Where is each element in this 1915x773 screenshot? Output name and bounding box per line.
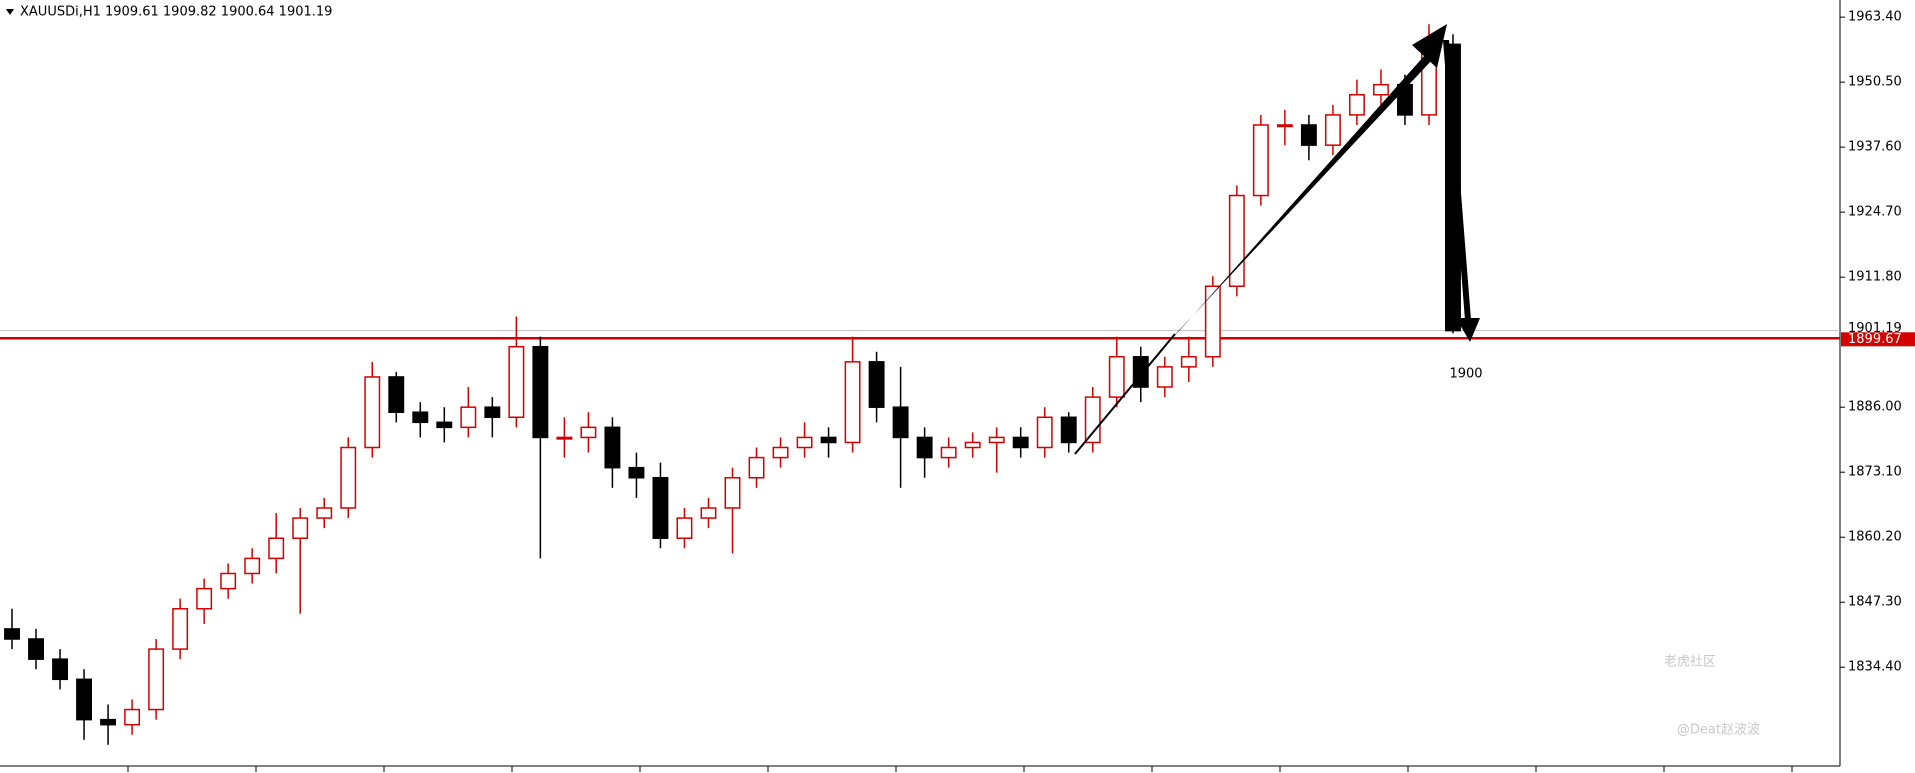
down-arrowhead — [1456, 318, 1480, 342]
candle-body — [580, 426, 597, 439]
candle-body — [172, 608, 189, 650]
candle-body — [820, 436, 837, 444]
candle-body — [964, 441, 981, 449]
candle-body — [148, 648, 165, 711]
candle-body — [772, 446, 789, 459]
watermark: 老虎社区 — [1664, 654, 1716, 670]
candle-body — [1252, 124, 1269, 197]
y-tick-label: 1924.70 — [1848, 205, 1902, 220]
candle-body — [292, 517, 309, 539]
candle-body — [892, 406, 909, 439]
candle-body — [1156, 366, 1173, 388]
y-tick-label: 1873.10 — [1848, 465, 1902, 480]
trend-line — [1074, 333, 1176, 455]
candle-body — [1108, 356, 1125, 398]
y-tick-label: 1937.60 — [1848, 140, 1902, 155]
menu-icon[interactable] — [6, 9, 14, 15]
candle-body — [340, 446, 357, 509]
level-box — [1841, 332, 1915, 347]
candle-body — [988, 436, 1005, 444]
candle-body — [484, 406, 501, 419]
level-label: 1899.67 — [1848, 332, 1902, 347]
candle-body — [868, 361, 885, 408]
last-price-box — [1841, 322, 1915, 335]
author: @Deat赵波波 — [1677, 723, 1760, 738]
up-arrowhead — [1412, 24, 1447, 68]
candle-body — [316, 507, 333, 519]
candle-body — [1348, 93, 1365, 116]
candle-body — [436, 421, 453, 429]
candle-body — [268, 537, 285, 560]
candle-body — [1012, 436, 1029, 449]
candle-body — [844, 361, 861, 444]
candle-body — [196, 587, 213, 610]
y-tick-label: 1963.40 — [1848, 10, 1902, 25]
candle-body — [220, 572, 237, 590]
candle-body — [676, 517, 693, 539]
candle-body — [412, 411, 429, 424]
candle-body — [52, 658, 68, 681]
candle-body — [748, 456, 765, 479]
plot: 1963.40 1950.50 1937.60 1924.70 1911.80 1886.… — [0, 10, 1915, 772]
y-tick-label: 1847.30 — [1848, 595, 1902, 610]
candle-body — [796, 436, 813, 449]
candle-body — [460, 406, 477, 429]
annotation: 1900 — [1449, 367, 1482, 382]
candle-body — [364, 376, 381, 449]
candle-body — [604, 426, 621, 469]
candle-body — [4, 628, 20, 640]
candle-body — [1180, 356, 1197, 368]
candle-body — [724, 476, 741, 509]
candle-body — [916, 436, 933, 459]
candle-body — [100, 718, 117, 726]
candle-body — [556, 436, 573, 440]
candle-body — [1276, 124, 1293, 128]
candle-body — [1204, 285, 1221, 358]
candle-body — [1036, 416, 1053, 449]
candle-body — [700, 507, 717, 519]
candle-body — [1060, 416, 1077, 444]
candle-body — [532, 345, 549, 439]
candle-body — [124, 708, 141, 726]
candle-body — [1324, 114, 1341, 146]
symbol-info: XAUUSDi,H1 1909.61 1909.82 1900.64 1901.… — [20, 5, 332, 20]
candle-body — [628, 466, 645, 479]
candle-body — [28, 638, 44, 660]
candle-body — [508, 345, 525, 419]
candle-body — [1372, 83, 1389, 96]
candle-body — [1300, 124, 1317, 146]
candle-body — [244, 557, 261, 575]
candle-body — [652, 476, 669, 539]
y-tick-label: 1950.50 — [1848, 75, 1902, 90]
candle-body — [940, 446, 957, 459]
y-tick-label: 1860.20 — [1848, 530, 1902, 545]
up-arrow — [1170, 55, 1431, 340]
y-tick-label: 1886.00 — [1848, 400, 1902, 415]
candle-body — [76, 678, 93, 721]
y-tick-label: 1911.80 — [1848, 270, 1902, 285]
candle-body — [1084, 396, 1101, 444]
down-arrow — [1443, 40, 1471, 320]
candle-body — [388, 376, 405, 413]
y-tick-label: 1834.40 — [1848, 660, 1902, 675]
